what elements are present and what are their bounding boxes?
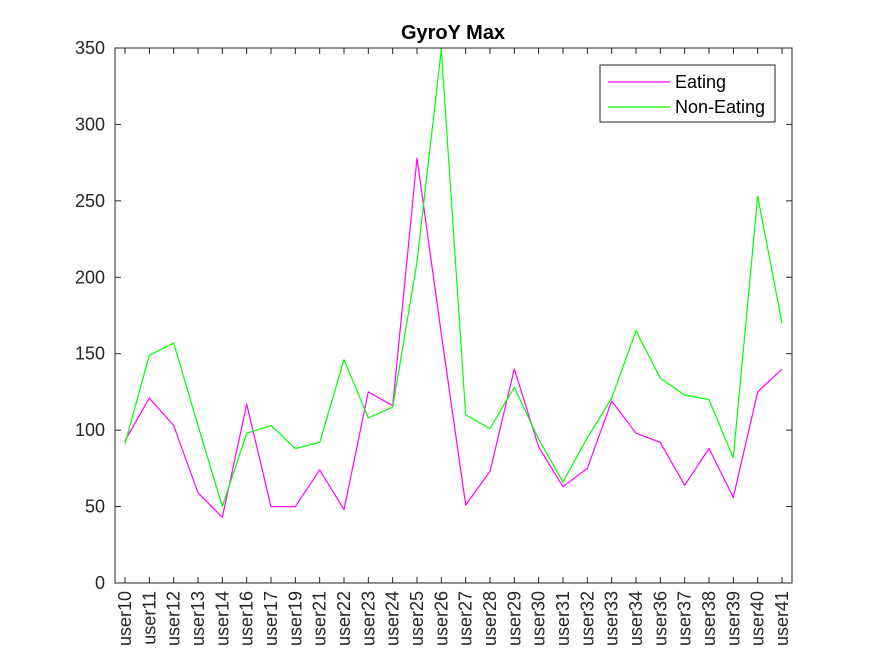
non-eating-series-line xyxy=(124,48,783,508)
x-tick-label: user40 xyxy=(748,591,768,646)
x-tick-label: user25 xyxy=(407,591,427,646)
x-tick-label: user29 xyxy=(504,591,524,646)
x-tick-label: user28 xyxy=(480,591,500,646)
legend-label-non-eating: Non-Eating xyxy=(675,97,765,117)
x-tick-label: user31 xyxy=(553,591,573,646)
legend-box xyxy=(599,64,776,123)
x-tick-label: user26 xyxy=(431,591,451,646)
x-tick-label: user32 xyxy=(577,591,597,646)
y-tick-label: 150 xyxy=(75,344,105,364)
x-tick-label: user10 xyxy=(115,591,135,646)
x-tick-label: user38 xyxy=(699,591,719,646)
y-tick-label: 200 xyxy=(75,267,105,287)
x-tick-label: user39 xyxy=(723,591,743,646)
x-tick-label: user23 xyxy=(358,591,378,646)
x-tick-label: user36 xyxy=(650,591,670,646)
x-tick-label: user19 xyxy=(285,591,305,646)
x-tick-label: user21 xyxy=(310,591,330,646)
x-tick-label: user17 xyxy=(261,591,281,646)
x-tick-label: user11 xyxy=(139,591,159,645)
y-tick-label: 0 xyxy=(95,573,105,593)
plot-area-box xyxy=(114,47,793,584)
series-layer xyxy=(124,48,783,518)
x-tick-label: user41 xyxy=(772,591,792,646)
legend: Eating Non-Eating xyxy=(599,64,776,123)
x-tick-label: user24 xyxy=(383,591,403,646)
x-tick-label: user33 xyxy=(602,591,622,646)
x-tick-label: user13 xyxy=(188,591,208,646)
chart-title: GyroY Max xyxy=(401,22,505,44)
x-tick-label: user30 xyxy=(529,591,549,646)
x-tick-label: user22 xyxy=(334,591,354,646)
x-tick-label: user34 xyxy=(626,591,646,646)
x-tick-label: user14 xyxy=(212,591,232,646)
legend-label-eating: Eating xyxy=(675,72,726,92)
y-tick-label: 50 xyxy=(85,497,105,517)
x-tick-label: user12 xyxy=(164,591,184,646)
y-tick-label: 250 xyxy=(75,191,105,211)
y-tick-label: 300 xyxy=(75,114,105,134)
y-tick-label: 100 xyxy=(75,420,105,440)
y-tick-label: 350 xyxy=(75,38,105,58)
x-tick-label: user37 xyxy=(675,591,695,646)
x-tick-label: user16 xyxy=(237,591,257,646)
eating-series-line xyxy=(124,157,783,518)
x-tick-label: user27 xyxy=(456,591,476,646)
